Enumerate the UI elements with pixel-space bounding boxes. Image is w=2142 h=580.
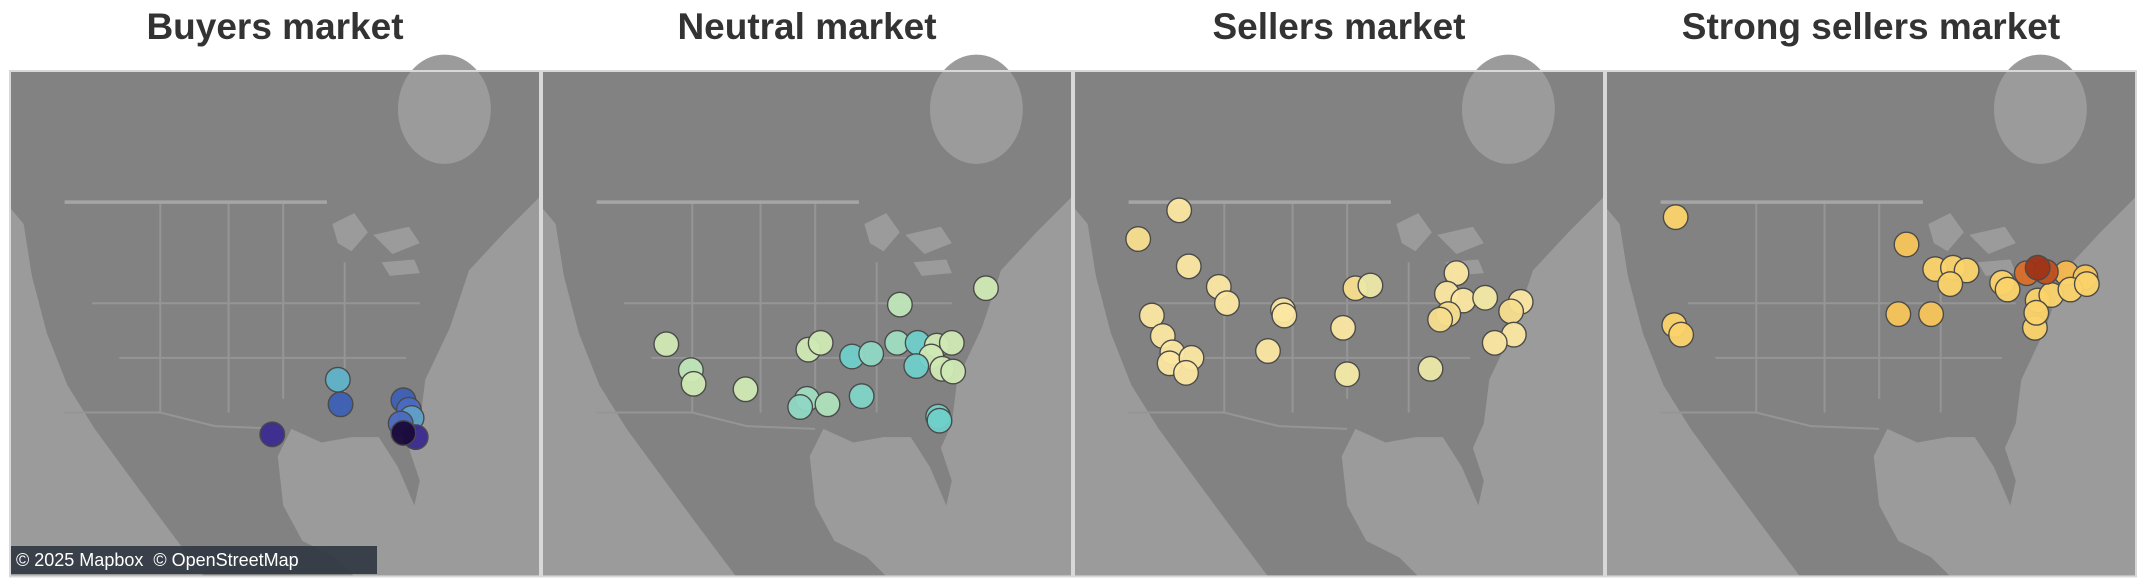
location-marker [1427,306,1454,333]
location-marker [940,358,967,385]
panel-border [541,70,1074,578]
location-marker [814,391,841,418]
location-marker [1918,301,1945,328]
panel-title: Buyers market [146,6,403,47]
location-marker [903,353,930,380]
map-panel [1072,52,1606,579]
panel-title: Neutral market [677,6,936,47]
location-marker [1668,321,1695,348]
location-marker [1173,359,1199,386]
basemap [1604,52,2138,579]
location-marker [1271,302,1298,329]
location-marker [1334,361,1361,388]
location-marker [1417,355,1444,382]
location-marker [1481,329,1508,356]
location-marker [938,329,965,356]
panel-border [9,70,542,578]
location-marker [972,275,999,302]
location-marker [787,394,814,421]
location-marker [1125,226,1152,252]
attribution-box [11,546,377,574]
basemap [8,52,542,579]
location-marker [807,329,834,356]
panel-border [1073,70,1606,578]
location-marker [2073,271,2100,298]
panel-title: Sellers market [1212,6,1465,47]
location-marker [732,376,759,403]
location-marker [1994,276,2021,303]
location-marker [324,366,351,393]
location-marker [1214,290,1240,317]
location-marker [1893,231,1920,258]
location-marker [327,391,354,418]
location-marker [2023,299,2050,326]
location-marker [1885,301,1912,328]
panel-title: Strong sellers market [1682,6,2060,47]
attribution: © 2025 Mapbox © OpenStreetMap [16,550,299,570]
location-marker [1138,302,1165,329]
location-marker [259,421,286,448]
location-marker [848,383,875,410]
location-marker [390,420,417,446]
location-marker [858,340,885,367]
location-marker [1662,204,1689,231]
location-marker [680,370,707,397]
map-panel [1604,52,2138,579]
panel-border [1605,70,2138,578]
location-marker [1330,314,1357,341]
map-panel [8,52,542,579]
location-marker [886,291,913,318]
location-marker [2024,254,2051,281]
location-marker [1937,271,1964,298]
location-marker [926,407,953,434]
basemap [540,52,1074,579]
map-panel [540,52,1074,579]
location-marker [1175,253,1202,280]
location-marker [653,331,680,358]
location-marker [1254,338,1281,365]
location-marker [1472,284,1499,311]
location-marker [1498,298,1525,325]
location-marker [1357,272,1384,299]
location-marker [1166,197,1193,224]
